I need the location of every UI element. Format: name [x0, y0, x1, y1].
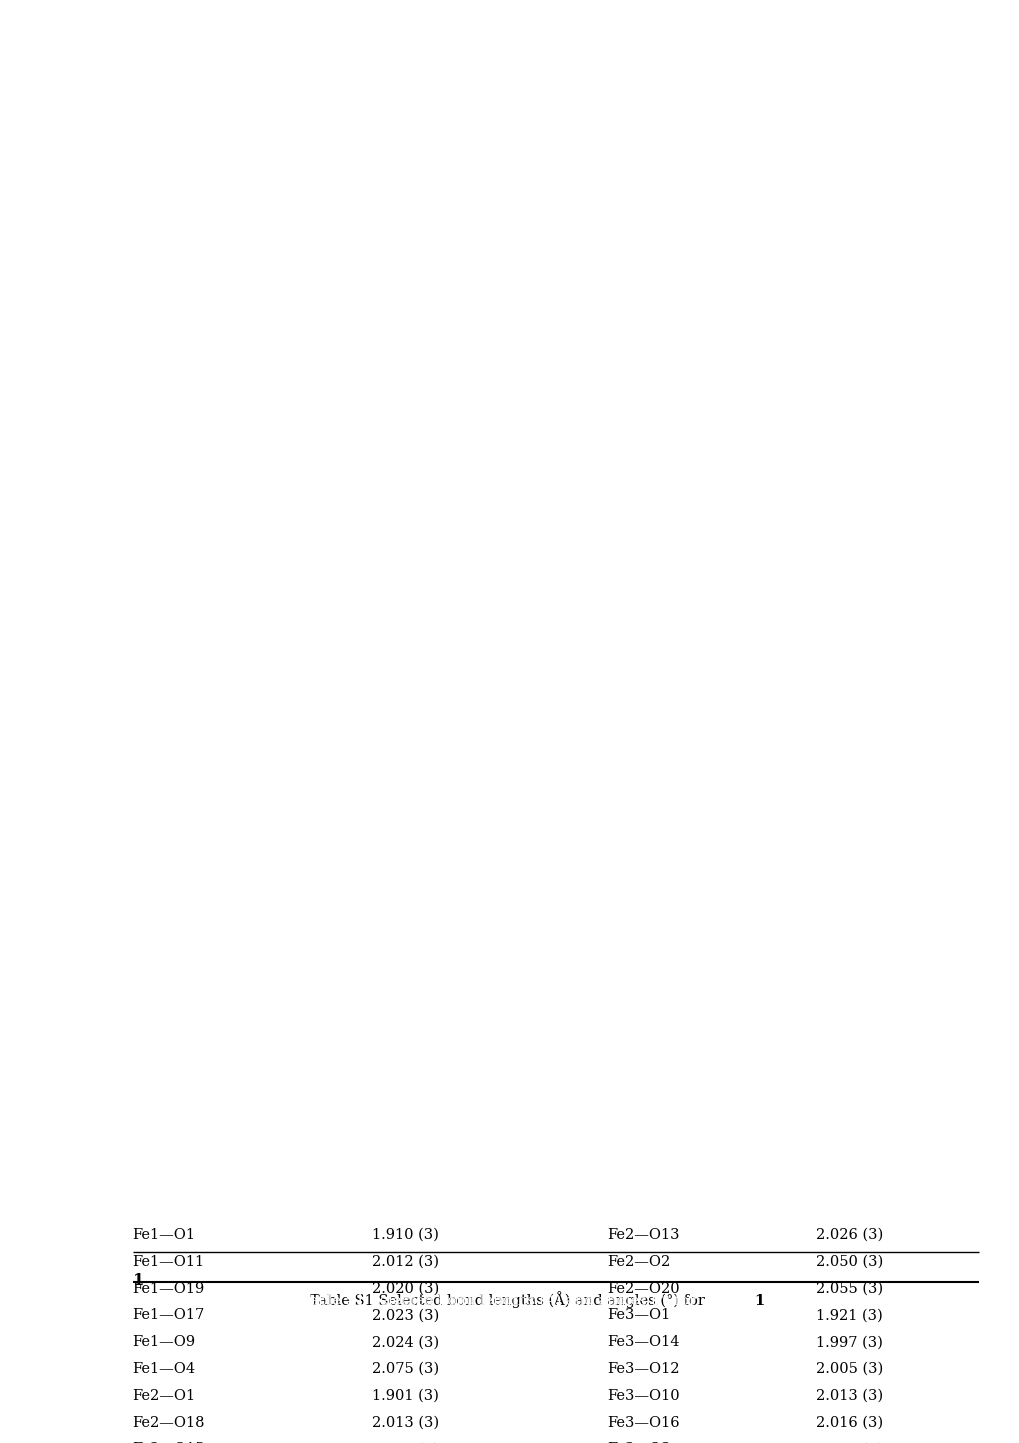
Text: 2.026 (3): 2.026 (3) — [815, 1228, 882, 1242]
Text: 1.901 (3): 1.901 (3) — [372, 1388, 439, 1403]
Text: 1: 1 — [753, 1294, 763, 1307]
Text: Fe3—O10: Fe3—O10 — [606, 1388, 679, 1403]
Text: Fe2—O13: Fe2—O13 — [606, 1228, 679, 1242]
Text: Fe2—O2: Fe2—O2 — [606, 1255, 669, 1268]
Text: Table S1 Selected bond lengths (Å) and angles (°) for    1: Table S1 Selected bond lengths (Å) and a… — [301, 1291, 718, 1307]
Text: 2.024 (3): 2.024 (3) — [372, 1335, 439, 1349]
Text: 1.910 (3): 1.910 (3) — [372, 1228, 439, 1242]
Text: Fe1—O9: Fe1—O9 — [132, 1335, 196, 1349]
Text: Fe1—O19: Fe1—O19 — [132, 1281, 205, 1296]
Text: 2.012 (3): 2.012 (3) — [372, 1255, 439, 1268]
Text: 1.921 (3): 1.921 (3) — [815, 1309, 881, 1322]
Text: Fe1—O17: Fe1—O17 — [132, 1309, 205, 1322]
Text: Fe3—O14: Fe3—O14 — [606, 1335, 679, 1349]
Text: Fe1—O1: Fe1—O1 — [132, 1228, 196, 1242]
Text: 1.997 (3): 1.997 (3) — [815, 1335, 882, 1349]
Text: Fe3—O1: Fe3—O1 — [606, 1309, 669, 1322]
Text: 2.050 (3): 2.050 (3) — [815, 1255, 882, 1268]
Text: 2.075 (3): 2.075 (3) — [372, 1362, 439, 1377]
Text: Fe2—O20: Fe2—O20 — [606, 1281, 679, 1296]
Text: Fe2—O1: Fe2—O1 — [132, 1388, 196, 1403]
Text: 1: 1 — [132, 1271, 144, 1289]
Text: 2.020 (3): 2.020 (3) — [372, 1281, 439, 1296]
Text: 2.005 (3): 2.005 (3) — [815, 1362, 882, 1377]
Text: Fe3—O16: Fe3—O16 — [606, 1416, 679, 1430]
Text: Fe1—O11: Fe1—O11 — [132, 1255, 205, 1268]
Text: Fe3—O12: Fe3—O12 — [606, 1362, 679, 1377]
Text: 2.023 (3): 2.023 (3) — [372, 1309, 439, 1322]
Text: 2.013 (3): 2.013 (3) — [815, 1388, 882, 1403]
Text: 2.055 (3): 2.055 (3) — [815, 1281, 882, 1296]
Text: 2.013 (3): 2.013 (3) — [372, 1416, 439, 1430]
Text: Fe2—O18: Fe2—O18 — [132, 1416, 205, 1430]
Text: Fe1—O4: Fe1—O4 — [132, 1362, 196, 1377]
Text: Table S1 Selected bond lengths (Å) and angles (°) for: Table S1 Selected bond lengths (Å) and a… — [310, 1291, 709, 1307]
Text: 2.016 (3): 2.016 (3) — [815, 1416, 882, 1430]
